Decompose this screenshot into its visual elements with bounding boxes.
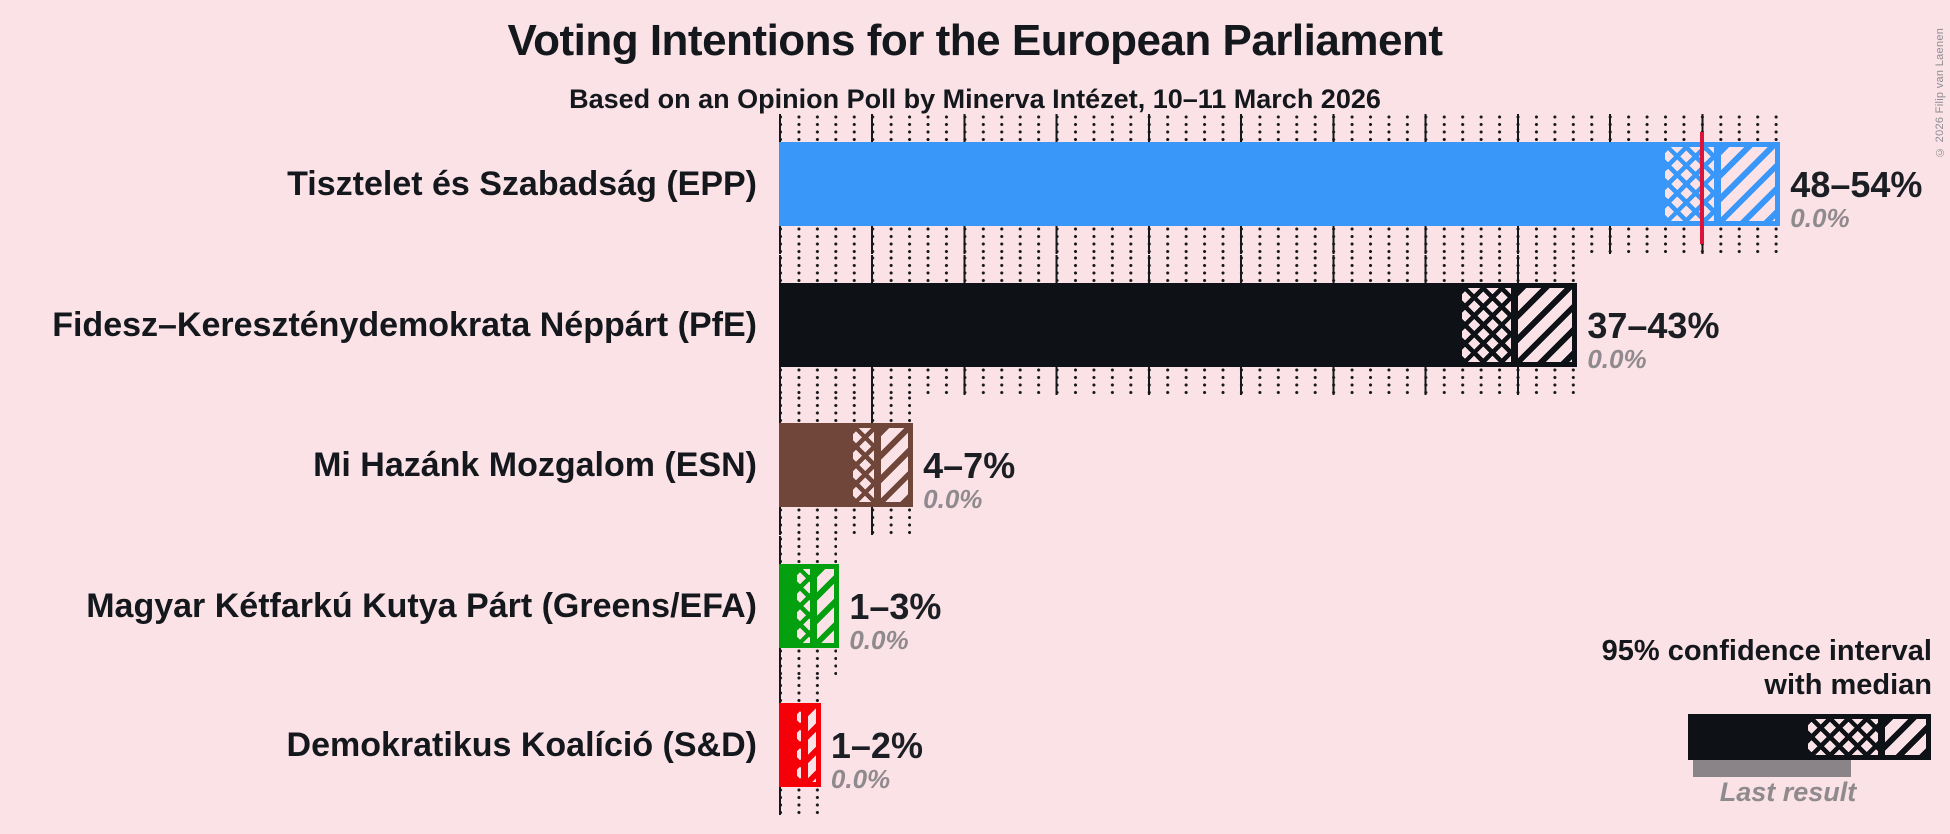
last-result-value: 0.0% bbox=[1587, 344, 1647, 374]
ci-range-label: 1–2% bbox=[830, 725, 923, 766]
confidence-bar bbox=[779, 142, 1781, 226]
tick-band-above bbox=[779, 395, 912, 423]
tick-band-below bbox=[779, 367, 1576, 395]
tick-band-below bbox=[779, 787, 819, 815]
tick-band-above bbox=[779, 255, 1576, 283]
last-result-value: 0.0% bbox=[849, 625, 909, 655]
bar-solid-segment bbox=[779, 423, 853, 507]
legend-diagonal-hatch bbox=[1885, 719, 1926, 755]
bar-crosshatch bbox=[1461, 288, 1511, 362]
bar-crosshatch bbox=[852, 428, 875, 502]
bar-ci-segment bbox=[852, 423, 914, 507]
party-label: Mi Hazánk Mozgalom (ESN) bbox=[313, 445, 757, 484]
bar-median-divider bbox=[874, 428, 882, 502]
party-label: Demokratikus Koalíció (S&D) bbox=[286, 725, 757, 764]
bar-crosshatch bbox=[1664, 147, 1714, 221]
ci-range-label: 4–7% bbox=[923, 445, 1016, 486]
bar-ci-segment bbox=[1461, 283, 1578, 367]
bar-solid-segment bbox=[779, 142, 1665, 226]
bar-ci-segment bbox=[797, 703, 821, 787]
legend-median-divider bbox=[1878, 719, 1885, 755]
bar-crosshatch bbox=[797, 569, 810, 643]
party-label: Magyar Kétfarkú Kutya Párt (Greens/EFA) bbox=[86, 586, 757, 625]
ci-range-label: 37–43% bbox=[1587, 305, 1720, 346]
bar-diagonal-hatch bbox=[881, 428, 909, 502]
bar-ci-segment bbox=[797, 564, 840, 648]
chart-title: Voting Intentions for the European Parli… bbox=[507, 16, 1443, 65]
legend-ci-segment bbox=[1808, 714, 1931, 760]
bar-median-divider bbox=[800, 708, 808, 782]
party-label: Fidesz–Kereszténydemokrata Néppárt (PfE) bbox=[52, 305, 757, 344]
bar-solid-segment bbox=[779, 703, 798, 787]
tick-band-above bbox=[779, 114, 1779, 142]
bar-median-divider bbox=[1713, 147, 1721, 221]
tick-band-below bbox=[779, 226, 1779, 254]
bar-diagonal-hatch bbox=[807, 708, 816, 782]
tick-band-below bbox=[779, 648, 838, 676]
legend-crosshatch bbox=[1808, 719, 1878, 755]
confidence-bar bbox=[779, 703, 821, 787]
legend-ci-line2: with median bbox=[1764, 669, 1932, 701]
legend-sample-bar bbox=[1688, 714, 1931, 760]
bar-median-divider bbox=[1510, 288, 1518, 362]
legend-ci-label: 95% confidence interval with median bbox=[1332, 634, 1932, 702]
copyright-notice: © 2026 Filip van Laenen bbox=[1934, 27, 1946, 158]
last-result-value: 0.0% bbox=[923, 484, 983, 514]
legend-last-result-bar bbox=[1693, 760, 1851, 777]
last-result-value: 0.0% bbox=[830, 764, 891, 794]
confidence-bar bbox=[779, 283, 1578, 367]
bar-solid-segment bbox=[779, 564, 798, 648]
chart-subtitle: Based on an Opinion Poll by Minerva Inté… bbox=[569, 84, 1381, 114]
legend-ci-line1: 95% confidence interval bbox=[1601, 635, 1932, 667]
confidence-bar bbox=[779, 564, 840, 648]
ci-range-label: 1–3% bbox=[849, 586, 942, 627]
bar-median-divider bbox=[809, 569, 817, 643]
bar-diagonal-hatch bbox=[1517, 288, 1573, 362]
last-result-value: 0.0% bbox=[1790, 203, 1850, 233]
party-label: Tisztelet és Szabadság (EPP) bbox=[287, 164, 757, 203]
bar-crosshatch bbox=[797, 708, 801, 782]
ci-range-label: 48–54% bbox=[1790, 164, 1923, 205]
bar-diagonal-hatch bbox=[1720, 147, 1776, 221]
tick-band-below bbox=[779, 507, 912, 535]
tick-band-above bbox=[779, 536, 838, 564]
bar-ci-segment bbox=[1664, 142, 1781, 226]
bar-solid-segment bbox=[779, 283, 1462, 367]
tick-band-above bbox=[779, 675, 819, 703]
bar-diagonal-hatch bbox=[816, 569, 835, 643]
legend-last-result-label: Last result bbox=[1719, 777, 1857, 807]
majority-line bbox=[1699, 132, 1704, 244]
confidence-bar bbox=[779, 423, 914, 507]
legend-solid-segment bbox=[1688, 714, 1808, 760]
